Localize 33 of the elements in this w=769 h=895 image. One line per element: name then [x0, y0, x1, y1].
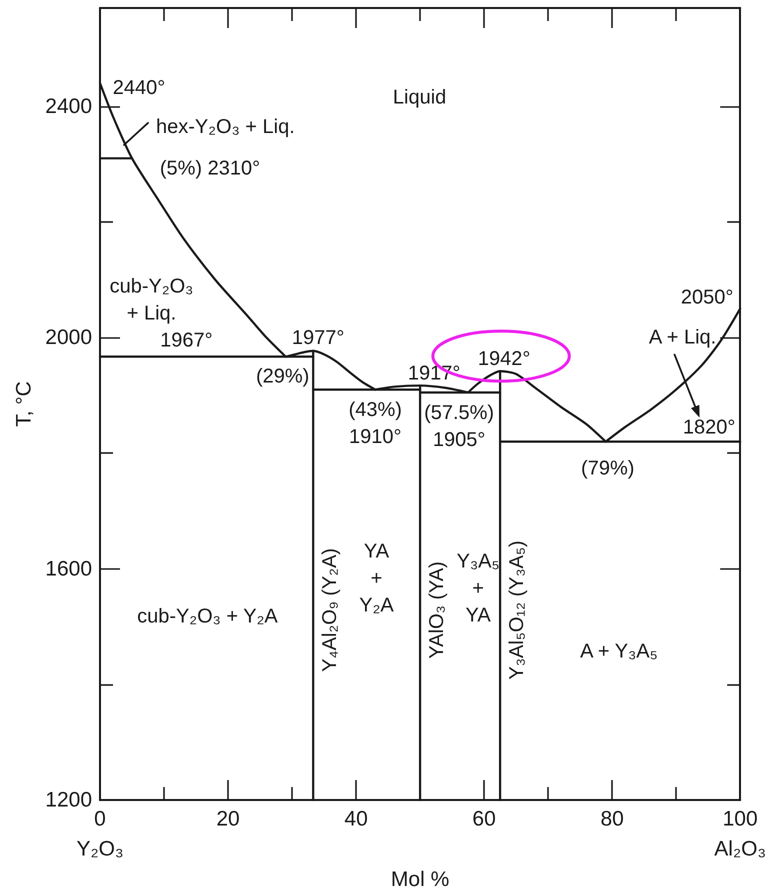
x-tick-label: 20 — [216, 808, 240, 831]
y-tick-label: 2000 — [45, 326, 92, 350]
annotation: cub-Y₂O₃ + Liq. — [110, 275, 194, 324]
text: Y₄Al₂O₉ (Y₂A) — [319, 548, 342, 672]
x-tick-label: 80 — [600, 808, 624, 831]
annotation: cub-Y₂O₃ + Y₂A — [137, 605, 278, 628]
annotation: 2440° — [112, 77, 166, 100]
annotation: Y₃A₅ + YA — [456, 550, 500, 627]
y-axis-title: T, °C — [12, 381, 36, 427]
annotation: (57.5%) 1905° — [424, 402, 494, 451]
annotation: A + Liq. — [648, 326, 716, 349]
y-tick-label: 1600 — [45, 557, 92, 580]
text: YAlO₃ (YA) — [426, 561, 448, 659]
annotation: YA + Y₂A — [359, 540, 394, 617]
annotation: 1977° — [292, 326, 344, 349]
annotation: 1820° — [682, 416, 736, 439]
annotation: 2050° — [680, 286, 734, 309]
annotation: A + Y₃A₅ — [580, 640, 658, 663]
text: Y₃Al₅O₁₂ (Y₃A₅) — [506, 540, 528, 680]
annotation: (5%) 2310° — [160, 157, 260, 180]
annotation: 1942° — [478, 348, 530, 370]
y-tick-label: 2400 — [45, 94, 92, 118]
annotation: 1917° — [408, 362, 460, 385]
annotation: hex-Y₂O₃ + Liq. — [156, 116, 295, 138]
annotation: (29%) — [256, 366, 310, 388]
x-tick-label: 40 — [344, 808, 368, 831]
annotation: (79%) — [581, 458, 634, 480]
x-tick-label: 100 Al₂O₃ — [714, 808, 766, 861]
annotation: (43%) 1910° — [348, 399, 402, 448]
annotation: Liquid — [392, 86, 446, 108]
annotation: 1967° — [160, 330, 213, 352]
x-tick-label: 60 — [472, 808, 496, 831]
x-axis-title: Mol % — [390, 868, 450, 891]
